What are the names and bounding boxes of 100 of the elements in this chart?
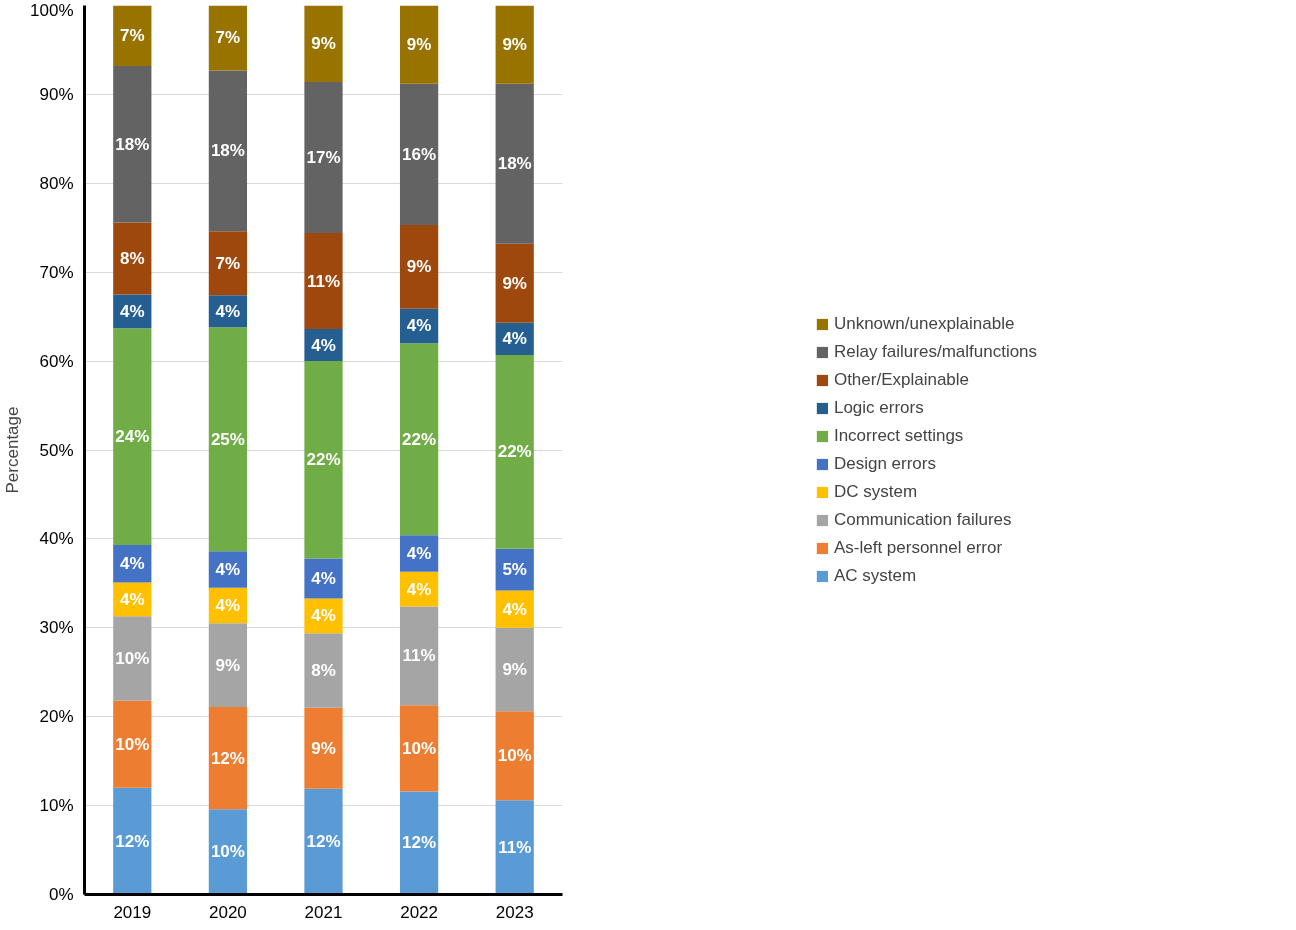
- data-label: 12%: [210, 748, 245, 768]
- bar: [399, 225, 439, 309]
- data-label: 11%: [306, 271, 341, 291]
- data-label: 4%: [120, 589, 145, 609]
- bar: [113, 328, 152, 546]
- legend-label: Other/Explainable: [833, 369, 970, 390]
- bar: [113, 65, 152, 223]
- data-label: 22%: [497, 442, 532, 462]
- bar: [399, 83, 439, 226]
- data-label: 18%: [497, 154, 532, 174]
- data-label: 4%: [215, 596, 241, 616]
- x-tick-label: 2020: [208, 902, 247, 922]
- data-label: 8%: [120, 248, 145, 268]
- data-label: 22%: [402, 429, 437, 449]
- data-label: 9%: [406, 257, 432, 277]
- data-label: 9%: [502, 660, 527, 680]
- data-label: 4%: [120, 554, 145, 574]
- data-label: 7%: [120, 26, 145, 46]
- bar: [495, 5, 534, 84]
- bar: [304, 5, 343, 82]
- bar: [113, 5, 152, 66]
- bar: [113, 787, 152, 895]
- bar: [113, 700, 152, 788]
- legend-label: As-left personnel error: [833, 537, 1003, 558]
- bar: [208, 706, 248, 810]
- data-label: 18%: [210, 141, 245, 161]
- data-label: 16%: [402, 144, 437, 164]
- bar: [304, 788, 343, 895]
- bar: [304, 81, 343, 234]
- y-tick-label: 80%: [39, 173, 74, 193]
- legend-label: DC system: [833, 481, 918, 502]
- bar: [304, 233, 343, 330]
- bar: [399, 606, 439, 706]
- bar: [113, 616, 152, 701]
- bar: [495, 83, 534, 244]
- y-tick-label: 70%: [39, 262, 74, 282]
- data-label: 9%: [311, 738, 336, 758]
- y-tick-label: 50%: [39, 440, 74, 460]
- x-tick-label: 2021: [304, 902, 343, 922]
- bar: [495, 243, 534, 323]
- legend-label: Communication failures: [833, 509, 1012, 530]
- data-label: 10%: [210, 842, 245, 862]
- data-label: 4%: [406, 316, 432, 336]
- bar: [399, 705, 439, 792]
- legend-label: AC system: [833, 565, 917, 586]
- bar: [208, 623, 248, 707]
- x-tick-label: 2023: [495, 902, 534, 922]
- data-label: 9%: [406, 35, 432, 55]
- bar: [495, 354, 534, 549]
- data-label: 11%: [498, 837, 532, 857]
- bar: [495, 711, 534, 801]
- data-label: 4%: [311, 335, 336, 355]
- data-label: 12%: [402, 833, 437, 853]
- bar: [208, 809, 248, 895]
- bar: [208, 5, 248, 71]
- data-label: 8%: [311, 660, 336, 680]
- bar: [113, 222, 152, 295]
- y-tick-label: 90%: [39, 84, 74, 104]
- data-label: 10%: [115, 734, 150, 754]
- bar: [304, 361, 343, 559]
- data-label: 4%: [406, 544, 432, 564]
- y-tick-label: 100%: [30, 0, 74, 20]
- data-label: 11%: [402, 646, 436, 666]
- y-tick-label: 40%: [39, 529, 74, 549]
- data-label: 10%: [115, 648, 150, 668]
- y-tick-label: 60%: [39, 351, 74, 371]
- data-label: 10%: [497, 746, 532, 766]
- data-label: 9%: [502, 35, 527, 55]
- data-label: 4%: [502, 329, 527, 349]
- bar: [495, 800, 534, 895]
- y-tick-label: 10%: [39, 796, 74, 816]
- legend-label: Design errors: [833, 453, 936, 474]
- data-label: 4%: [120, 301, 145, 321]
- y-axis-title: Percentage: [3, 406, 23, 494]
- data-label: 9%: [215, 655, 241, 675]
- x-tick-label: 2019: [113, 902, 152, 922]
- data-label: 17%: [306, 148, 341, 168]
- y-tick-label: 20%: [39, 707, 74, 727]
- data-label: 4%: [311, 568, 336, 588]
- data-label: 9%: [502, 273, 527, 293]
- data-label: 9%: [311, 34, 336, 54]
- data-label: 4%: [215, 560, 241, 580]
- x-tick-label: 2022: [400, 902, 439, 922]
- legend-label: Unknown/unexplainable: [833, 313, 1015, 334]
- data-label: 4%: [406, 579, 432, 599]
- bar: [399, 343, 439, 536]
- bar: [208, 327, 248, 552]
- data-label: 10%: [402, 738, 437, 758]
- y-tick-label: 0%: [48, 885, 74, 904]
- data-label: 18%: [115, 134, 150, 154]
- bar: [208, 70, 248, 232]
- data-label: 25%: [210, 429, 245, 449]
- data-label: 12%: [115, 831, 150, 851]
- data-label: 5%: [502, 560, 527, 580]
- data-label: 4%: [311, 606, 336, 626]
- data-label: 7%: [215, 28, 241, 48]
- bar: [304, 707, 343, 789]
- legend-label: Relay failures/malfunctions: [833, 341, 1038, 362]
- legend-label: Logic errors: [833, 397, 924, 418]
- bar: [399, 791, 439, 895]
